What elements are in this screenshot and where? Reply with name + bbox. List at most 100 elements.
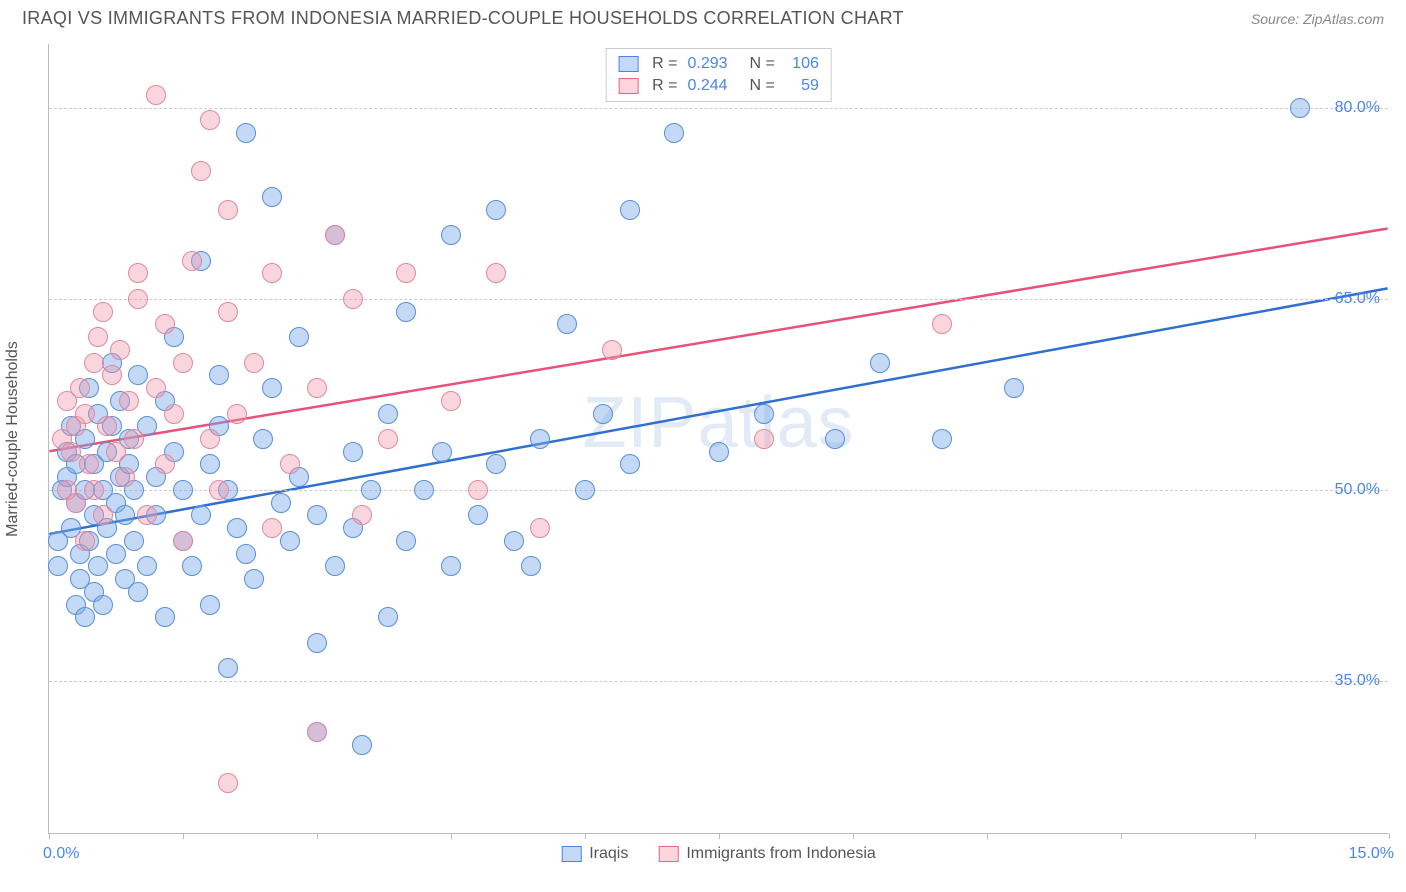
scatter-point-iraqis [209, 365, 229, 385]
trend-line-iraqis [49, 288, 1387, 534]
scatter-point-indonesia [173, 353, 193, 373]
x-tick [719, 833, 720, 839]
scatter-point-iraqis [88, 556, 108, 576]
scatter-chart: Married-couple Households ZIPatlas R =0.… [48, 44, 1388, 834]
scatter-point-iraqis [307, 505, 327, 525]
scatter-point-iraqis [932, 429, 952, 449]
scatter-point-indonesia [173, 531, 193, 551]
scatter-point-indonesia [84, 353, 104, 373]
scatter-point-indonesia [754, 429, 774, 449]
scatter-point-iraqis [486, 200, 506, 220]
scatter-point-indonesia [128, 289, 148, 309]
scatter-point-iraqis [325, 556, 345, 576]
scatter-point-indonesia [191, 161, 211, 181]
y-axis-label: Married-couple Households [4, 341, 22, 537]
x-tick [1121, 833, 1122, 839]
scatter-point-iraqis [441, 556, 461, 576]
grid-line [49, 681, 1388, 682]
scatter-point-iraqis [441, 225, 461, 245]
grid-line [49, 299, 1388, 300]
scatter-point-iraqis [218, 658, 238, 678]
legend-label: Immigrants from Indonesia [686, 845, 875, 863]
scatter-point-iraqis [593, 404, 613, 424]
scatter-point-indonesia [468, 480, 488, 500]
scatter-point-iraqis [1004, 378, 1024, 398]
trend-lines [49, 44, 1388, 833]
scatter-point-indonesia [602, 340, 622, 360]
scatter-point-iraqis [343, 442, 363, 462]
scatter-point-iraqis [486, 454, 506, 474]
scatter-point-indonesia [378, 429, 398, 449]
scatter-point-iraqis [825, 429, 845, 449]
scatter-point-indonesia [119, 391, 139, 411]
scatter-point-iraqis [227, 518, 247, 538]
scatter-point-iraqis [106, 544, 126, 564]
scatter-point-indonesia [110, 340, 130, 360]
x-tick [183, 833, 184, 839]
legend-series: Iraqis Immigrants from Indonesia [561, 845, 876, 863]
scatter-point-indonesia [61, 442, 81, 462]
legend-item: Iraqis [561, 845, 628, 863]
scatter-point-iraqis [155, 607, 175, 627]
scatter-point-iraqis [48, 556, 68, 576]
scatter-point-iraqis [396, 302, 416, 322]
scatter-point-iraqis [280, 531, 300, 551]
scatter-point-iraqis [137, 556, 157, 576]
x-tick [585, 833, 586, 839]
scatter-point-iraqis [521, 556, 541, 576]
y-tick-label: 50.0% [1335, 481, 1380, 499]
scatter-point-iraqis [262, 378, 282, 398]
scatter-point-indonesia [115, 467, 135, 487]
scatter-point-indonesia [244, 353, 264, 373]
grid-line [49, 490, 1388, 491]
scatter-point-iraqis [754, 404, 774, 424]
scatter-point-iraqis [236, 544, 256, 564]
x-tick [853, 833, 854, 839]
scatter-point-indonesia [307, 378, 327, 398]
scatter-point-iraqis [530, 429, 550, 449]
scatter-point-iraqis [557, 314, 577, 334]
y-tick-label: 65.0% [1335, 290, 1380, 308]
scatter-point-iraqis [361, 480, 381, 500]
x-tick [49, 833, 50, 839]
scatter-point-indonesia [209, 480, 229, 500]
scatter-point-iraqis [468, 505, 488, 525]
scatter-point-iraqis [432, 442, 452, 462]
scatter-point-indonesia [124, 429, 144, 449]
scatter-point-indonesia [84, 480, 104, 500]
scatter-point-indonesia [155, 454, 175, 474]
scatter-point-indonesia [200, 110, 220, 130]
scatter-point-iraqis [307, 633, 327, 653]
scatter-point-iraqis [271, 493, 291, 513]
scatter-point-iraqis [378, 607, 398, 627]
legend-correlation: R =0.293N =106R =0.244N =59 [605, 48, 832, 102]
scatter-point-iraqis [75, 607, 95, 627]
x-label-left: 0.0% [43, 845, 79, 863]
scatter-point-iraqis [414, 480, 434, 500]
scatter-point-iraqis [396, 531, 416, 551]
scatter-point-indonesia [137, 505, 157, 525]
x-tick [451, 833, 452, 839]
scatter-point-indonesia [218, 773, 238, 793]
scatter-point-indonesia [218, 302, 238, 322]
legend-swatch [618, 78, 638, 94]
scatter-point-iraqis [128, 582, 148, 602]
scatter-point-iraqis [124, 531, 144, 551]
x-tick [1389, 833, 1390, 839]
scatter-point-indonesia [97, 416, 117, 436]
legend-swatch [561, 846, 581, 862]
x-tick [987, 833, 988, 839]
source-label: Source: ZipAtlas.com [1251, 11, 1384, 27]
scatter-point-indonesia [75, 404, 95, 424]
x-tick [317, 833, 318, 839]
legend-item: Immigrants from Indonesia [658, 845, 875, 863]
legend-row: R =0.244N =59 [618, 75, 819, 97]
scatter-point-iraqis [378, 404, 398, 424]
scatter-point-iraqis [289, 327, 309, 347]
scatter-point-indonesia [128, 263, 148, 283]
scatter-point-iraqis [253, 429, 273, 449]
legend-label: Iraqis [589, 845, 628, 863]
scatter-point-iraqis [709, 442, 729, 462]
scatter-point-iraqis [620, 454, 640, 474]
y-tick-label: 35.0% [1335, 672, 1380, 690]
